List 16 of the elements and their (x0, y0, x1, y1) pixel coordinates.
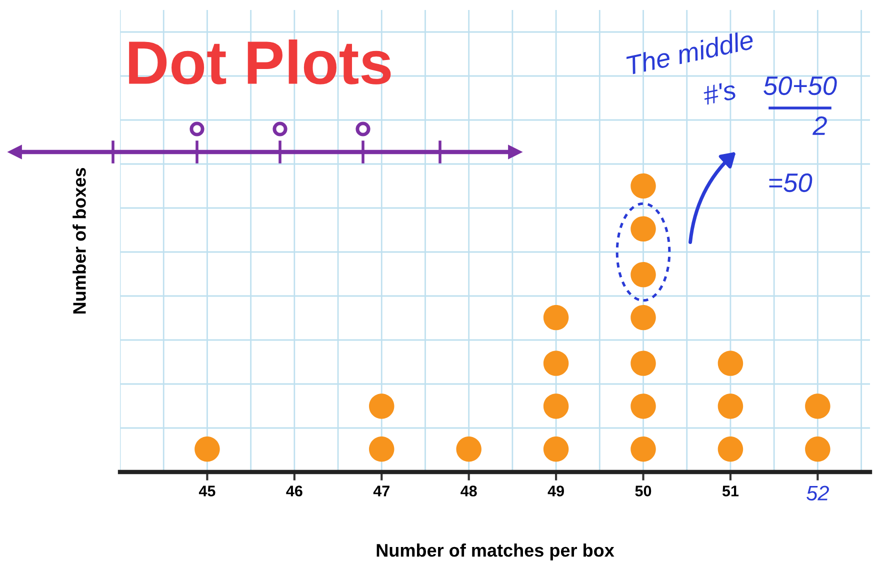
x-tick-label: 46 (286, 486, 302, 496)
x-tick-label: 49 (548, 486, 564, 496)
x-tick-label: 47 (373, 486, 390, 496)
x-tick-label: 52 (806, 486, 829, 500)
y-axis-title: Number of boxes (72, 168, 86, 314)
text: #'s (702, 80, 738, 106)
text: 50+50 (764, 76, 837, 96)
annotation: =50 (769, 173, 812, 192)
x-tick-label: 50 (635, 486, 652, 496)
x-tick-label: 51 (722, 486, 739, 496)
text: 2 (812, 116, 827, 135)
x-tick-label: 45 (198, 486, 216, 496)
x-tick-label: 48 (460, 486, 477, 496)
x-axis-title: Number of matches per box (376, 544, 614, 560)
text: The middle (626, 30, 754, 76)
chart-title: Dot Plots (129, 40, 391, 84)
